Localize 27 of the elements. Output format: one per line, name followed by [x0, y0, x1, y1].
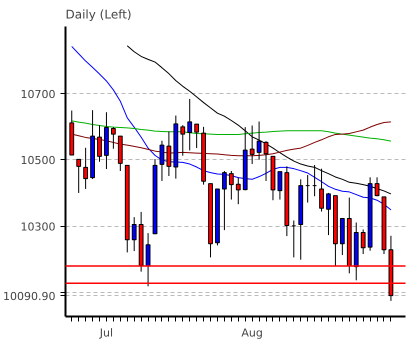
candlestick: [166, 130, 172, 176]
x-tick-label: Jul: [98, 326, 114, 340]
candlestick: [326, 192, 331, 236]
line-series: [71, 120, 392, 142]
candlestick: [146, 232, 150, 287]
candlestick: [250, 124, 255, 165]
y-tick-label: 10090.90: [3, 290, 56, 304]
candlestick: [278, 171, 282, 200]
candlestick: [236, 177, 241, 205]
candlestick: [97, 124, 102, 162]
candlestick: [187, 98, 192, 151]
candlestick: [110, 126, 116, 150]
candlestick: [76, 158, 82, 194]
candlestick: [132, 216, 137, 252]
candlestick: [160, 140, 164, 182]
candlestick: [83, 147, 88, 190]
candlestick: [264, 140, 268, 182]
y-tick-label: 10700: [20, 88, 56, 101]
candlestick: [256, 121, 262, 160]
candlestick: [228, 170, 234, 200]
candlestick: [194, 124, 200, 149]
candlestick: [180, 124, 186, 156]
candlestick: [360, 228, 366, 255]
chart-title: Daily (Left): [66, 8, 132, 22]
x-tick-label: Aug: [241, 326, 263, 340]
y-tick-label: 10500: [20, 154, 56, 168]
y-tick-label: 10300: [20, 220, 56, 234]
